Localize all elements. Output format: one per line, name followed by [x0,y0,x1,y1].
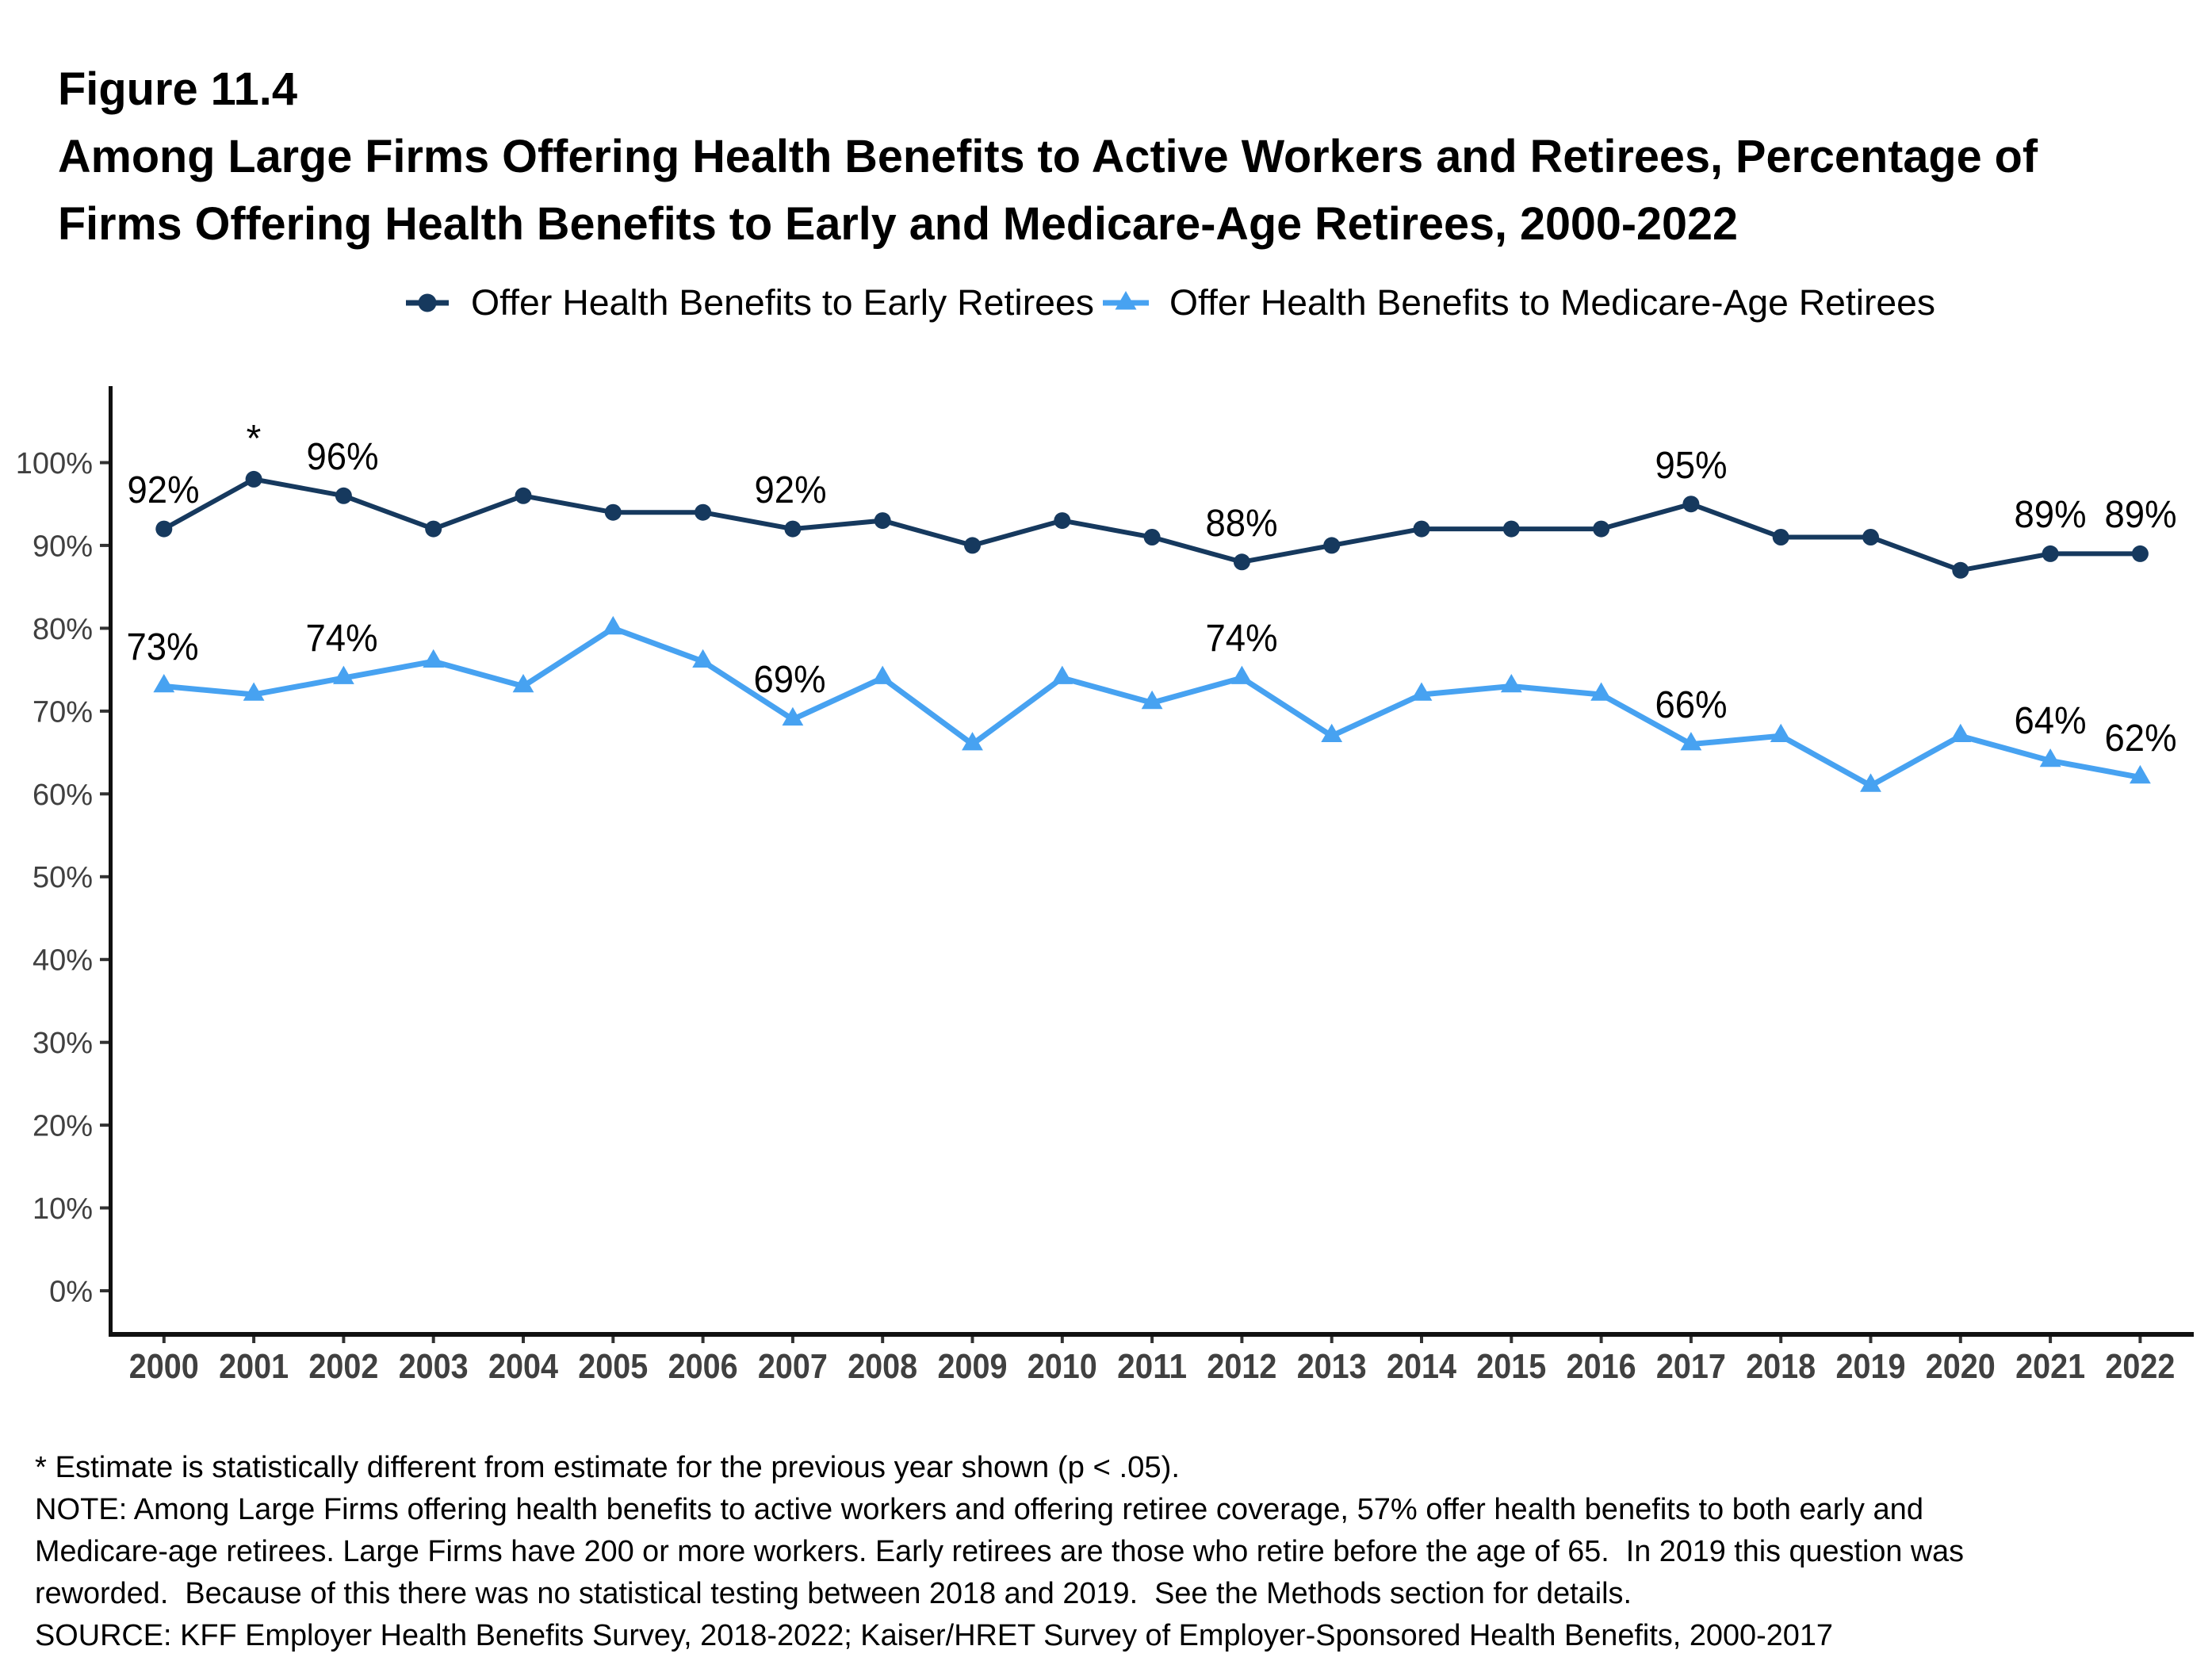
svg-text:95%: 95% [1655,445,1728,487]
svg-text:2010: 2010 [1028,1347,1097,1386]
svg-text:2017: 2017 [1656,1347,1726,1386]
svg-text:96%: 96% [307,436,379,478]
svg-text:89%: 89% [2105,494,2177,536]
svg-text:Medicare-age retirees. Large F: Medicare-age retirees. Large Firms have … [35,1535,1964,1568]
svg-text:73%: 73% [127,626,199,668]
svg-text:92%: 92% [128,469,200,511]
svg-text:2019: 2019 [1836,1347,1906,1386]
svg-text:62%: 62% [2105,718,2177,760]
svg-text:SOURCE: KFF Employer Health Be: SOURCE: KFF Employer Health Benefits Sur… [35,1619,1833,1652]
svg-text:* Estimate is statistically di: * Estimate is statistically different fr… [35,1451,1180,1484]
svg-text:2004: 2004 [488,1347,558,1386]
svg-text:2021: 2021 [2015,1347,2085,1386]
svg-text:2005: 2005 [578,1347,648,1386]
svg-text:89%: 89% [2015,494,2087,536]
svg-text:92%: 92% [755,469,827,511]
svg-text:2009: 2009 [938,1347,1008,1386]
svg-text:40%: 40% [33,944,93,978]
svg-text:50%: 50% [33,861,93,894]
svg-text:2016: 2016 [1567,1347,1636,1386]
svg-text:74%: 74% [306,618,378,660]
svg-text:2001: 2001 [219,1347,289,1386]
svg-text:66%: 66% [1655,684,1728,726]
svg-text:90%: 90% [33,530,93,563]
svg-text:2015: 2015 [1476,1347,1546,1386]
svg-text:2022: 2022 [2105,1347,2175,1386]
svg-text:*: * [247,418,262,460]
svg-text:70%: 70% [33,695,93,729]
svg-text:69%: 69% [754,659,826,701]
svg-text:Figure 11.4: Figure 11.4 [58,63,297,115]
svg-text:2006: 2006 [668,1347,738,1386]
svg-text:Offer Health Benefits to Early: Offer Health Benefits to Early Retirees [471,282,1094,323]
svg-text:Among Large Firms Offering Hea: Among Large Firms Offering Health Benefi… [58,131,2038,182]
svg-text:2018: 2018 [1746,1347,1816,1386]
svg-text:64%: 64% [2015,700,2087,742]
svg-text:20%: 20% [33,1110,93,1143]
svg-text:2020: 2020 [1926,1347,1996,1386]
svg-text:2012: 2012 [1207,1347,1276,1386]
svg-text:0%: 0% [49,1276,93,1309]
svg-text:100%: 100% [16,447,93,480]
svg-text:80%: 80% [33,613,93,646]
svg-text:2000: 2000 [129,1347,199,1386]
svg-text:60%: 60% [33,779,93,812]
svg-text:2002: 2002 [308,1347,378,1386]
svg-text:2007: 2007 [758,1347,828,1386]
svg-text:Offer Health Benefits to Medic: Offer Health Benefits to Medicare-Age Re… [1169,282,1935,323]
svg-text:2003: 2003 [399,1347,469,1386]
svg-text:10%: 10% [33,1192,93,1226]
svg-text:2008: 2008 [848,1347,917,1386]
svg-text:74%: 74% [1206,618,1278,660]
svg-text:2014: 2014 [1387,1347,1456,1386]
svg-text:88%: 88% [1206,503,1278,545]
svg-text:Firms Offering Health Benefits: Firms Offering Health Benefits to Early … [58,198,1738,250]
svg-text:2013: 2013 [1297,1347,1367,1386]
svg-text:2011: 2011 [1117,1347,1187,1386]
svg-text:reworded. Because of this the: reworded. Because of this there was no s… [35,1577,1632,1610]
svg-text:30%: 30% [33,1027,93,1060]
svg-text:NOTE: Among Large Firms offeri: NOTE: Among Large Firms offering health … [35,1493,1923,1526]
